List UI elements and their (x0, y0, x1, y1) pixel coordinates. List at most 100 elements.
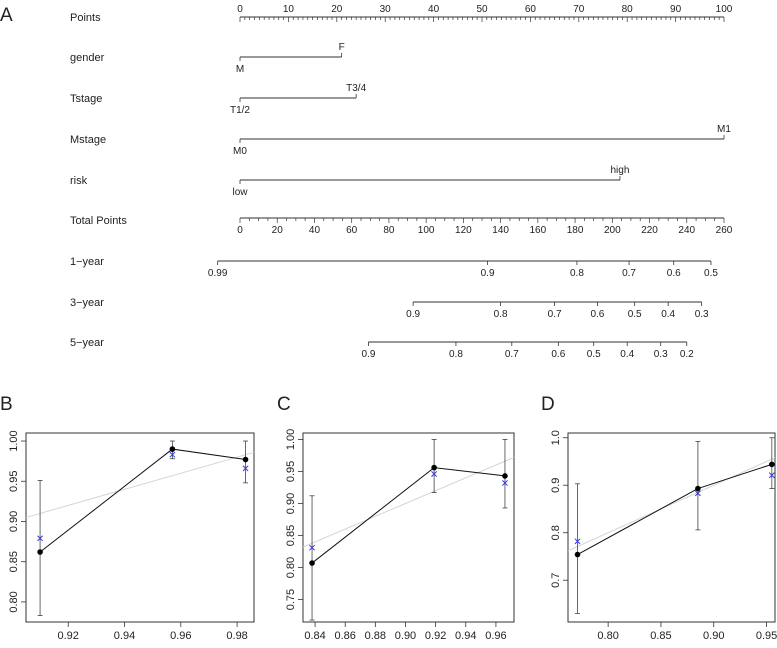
y-tick-label: 1.0 (550, 430, 562, 445)
y-tick-label: 1.00 (285, 429, 297, 450)
nomogram-tick-label: 60 (525, 4, 537, 15)
nomogram-tick-label: 100 (418, 225, 435, 236)
nomogram-tick-label: 30 (380, 4, 392, 15)
y-tick-label: 0.80 (8, 591, 20, 612)
nomogram-tick-label: 260 (716, 225, 733, 236)
nomogram-level-m1: M1 (717, 124, 731, 135)
x-tick-label: 0.96 (170, 630, 191, 642)
calibration-plot-c: 0.84 0.86 0.88 0.90 0.92 0.94 0.96 0.75 0.80 0.85… (285, 429, 515, 642)
y-tick-label: 0.90 (285, 493, 297, 514)
plot-frame (25, 432, 255, 623)
x-tick-label: 0.90 (703, 630, 724, 642)
nomogram-prob-label: 0.5 (628, 309, 642, 320)
nomogram-tick-label: 220 (641, 225, 658, 236)
bias-corrected-point (694, 490, 701, 497)
nomogram-tick-label: 80 (383, 225, 395, 236)
bias-corrected-stroke (768, 472, 775, 479)
nomogram-prob-label: 0.5 (587, 349, 601, 360)
y-tick-label: 0.95 (285, 461, 297, 482)
y-tick-label: 0.9 (550, 478, 562, 493)
calibration-plot-b: 0.92 0.94 0.96 0.98 0.80 0.85 0.90 0.95 1.00 (8, 430, 255, 642)
nomogram-prob-label: 0.99 (208, 268, 228, 279)
nomogram-row-label-gender: gender (70, 52, 105, 64)
y-tick-label: 0.85 (8, 551, 20, 572)
panel-label-b: B (0, 394, 13, 415)
panel-label-a: A (0, 5, 13, 26)
nomogram-prob-label: 0.6 (667, 268, 681, 279)
observed-point (309, 560, 315, 566)
ideal-line (302, 456, 515, 548)
x-tick-label: 0.92 (58, 630, 79, 642)
x-tick-label: 0.95 (756, 630, 777, 642)
nomogram-prob-label: 0.6 (590, 309, 604, 320)
nomogram-tick-label: 140 (492, 225, 509, 236)
nomogram-level-t3-4: T3/4 (346, 83, 366, 94)
bias-corrected-point (502, 480, 508, 486)
observed-point (242, 456, 249, 463)
y-tick-label: 0.75 (285, 589, 297, 610)
bias-corrected-stroke (309, 544, 315, 551)
nomogram-panel: Points 0 10 20 30 40 50 60 70 80 90 100 gender M F Tsta… (70, 4, 733, 360)
nomogram-prob-label: 0.3 (654, 349, 668, 360)
bias-corrected-stroke (37, 535, 44, 542)
nomogram-prob-label: 0.8 (494, 309, 508, 320)
nomogram-tick-label: 120 (455, 225, 472, 236)
nomogram-row-label-mstage: Mstage (70, 134, 106, 146)
nomogram-prob-label: 0.9 (481, 268, 495, 279)
bias-corrected-point (242, 465, 249, 472)
ideal-line (25, 451, 255, 518)
x-tick-label: 0.84 (304, 630, 325, 642)
observed-point (502, 473, 508, 479)
y-tick-label: 1.00 (8, 430, 20, 451)
plot-frame (567, 432, 776, 623)
nomogram-tick-label: 90 (670, 4, 682, 15)
x-tick-label: 0.88 (365, 630, 386, 642)
panel-label-d: D (541, 394, 555, 415)
observed-line (39, 448, 246, 553)
nomogram-prob-label: 0.4 (620, 349, 634, 360)
bias-corrected-point (309, 544, 315, 551)
observed-line (577, 463, 772, 556)
nomogram-tick-label: 40 (428, 4, 440, 15)
nomogram-row-label-tstage: Tstage (70, 93, 102, 105)
bias-corrected-stroke (169, 451, 176, 458)
nomogram-tick-label: 240 (678, 225, 695, 236)
nomogram-tick-label: 20 (331, 4, 343, 15)
x-tick-label: 0.98 (226, 630, 247, 642)
nomogram-prob-label: 0.8 (449, 349, 463, 360)
nomogram-level-t1-2: T1/2 (230, 105, 250, 116)
bias-corrected-stroke (574, 538, 581, 545)
x-tick-label: 0.94 (114, 630, 135, 642)
nomogram-level-high: high (610, 165, 629, 176)
nomogram-tick-label: 0 (237, 4, 243, 15)
y-tick-label: 0.8 (550, 525, 562, 540)
y-tick-label: 0.85 (285, 525, 297, 546)
nomogram-level-low: low (232, 187, 248, 198)
x-tick-label: 0.85 (650, 630, 671, 642)
observed-point (769, 461, 775, 468)
y-tick-label: 0.7 (550, 573, 562, 588)
nomogram-prob-label: 0.4 (661, 309, 675, 320)
x-tick-label: 0.96 (485, 630, 506, 642)
x-tick-label: 0.90 (395, 630, 416, 642)
observed-point (574, 551, 581, 558)
plot-frame (302, 432, 515, 623)
observed-point (431, 464, 437, 471)
nomogram-row-label-total-points: Total Points (70, 215, 127, 227)
nomogram-tick-label: 0 (237, 225, 243, 236)
nomogram-row-label-3-year: 3−year (70, 297, 104, 309)
nomogram-prob-label: 0.8 (570, 268, 584, 279)
x-tick-label: 0.94 (455, 630, 476, 642)
observed-point (37, 549, 43, 555)
nomogram-row-label-1-year: 1−year (70, 256, 104, 268)
nomogram-tick-label: 10 (283, 4, 295, 15)
x-tick-label: 0.80 (597, 630, 618, 642)
bias-corrected-stroke (431, 471, 438, 477)
nomogram-tick-label: 80 (622, 4, 634, 15)
nomogram-tick-label: 180 (567, 225, 584, 236)
y-tick-label: 0.90 (8, 511, 20, 532)
bias-corrected-point (768, 472, 775, 479)
nomogram-prob-label: 0.2 (680, 349, 694, 360)
bias-corrected-point (37, 535, 44, 542)
